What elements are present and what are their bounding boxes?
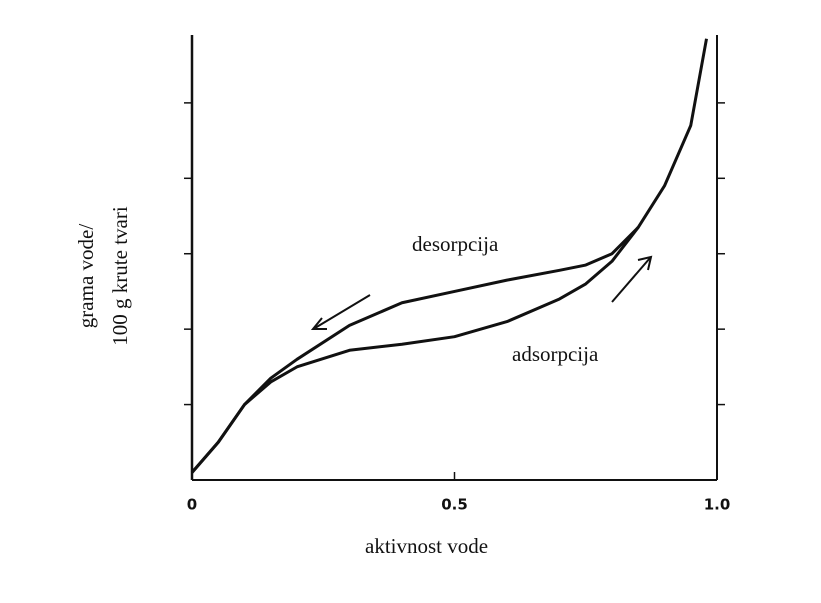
x-tick-label: 0 [187,496,197,514]
series-line [190,226,640,474]
x-tick-label: 1.0 [704,496,731,514]
x-axis-label: aktivnost vode [365,534,488,558]
y-axis-label: grama vode/ [74,224,98,329]
series-label: adsorpcija [512,342,599,366]
arrows [310,255,653,330]
x-tick-label: 0.5 [441,496,468,514]
series-label: desorpcija [412,232,499,256]
y-axis-label: 100 g krute tvari [108,206,132,346]
